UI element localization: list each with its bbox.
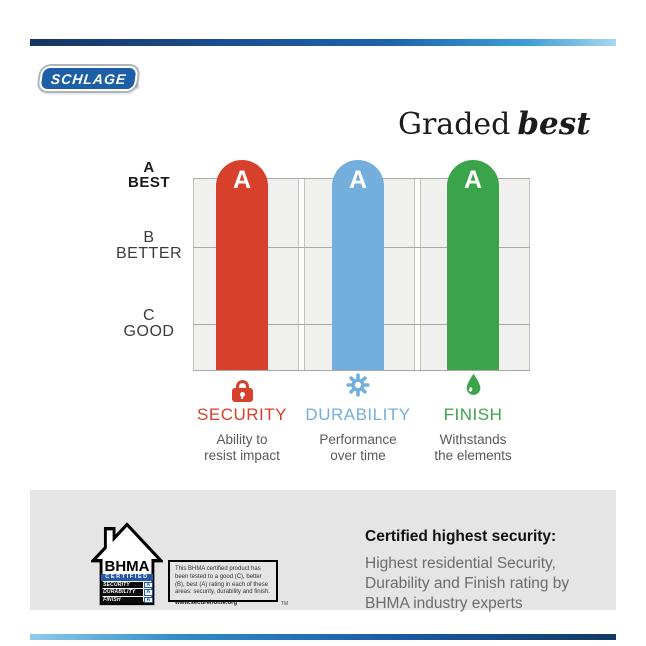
certified-body-line2: Durability and Finish rating by bbox=[365, 575, 570, 592]
category-desc-finish: Withstands the elements bbox=[398, 432, 548, 464]
desc-security-line2: resist impact bbox=[204, 448, 280, 463]
category-desc-security: Ability to resist impact bbox=[167, 432, 317, 464]
grade-c-letter: C bbox=[142, 307, 156, 324]
grade-b-word: BETTER bbox=[115, 245, 183, 262]
bar-durability: A bbox=[332, 160, 384, 370]
bhma-rating-grade: A bbox=[143, 581, 153, 589]
grade-a-letter: A bbox=[143, 159, 155, 176]
chart-title-regular: Graded bbox=[398, 107, 511, 142]
certified-body-line1: Highest residential Security, bbox=[365, 555, 556, 572]
schlage-logo-text: SCHLAGE bbox=[49, 70, 128, 87]
bhma-wordmark: BHMA bbox=[104, 557, 150, 575]
y-axis-grade-a: A BEST bbox=[103, 160, 195, 190]
bhma-url: www.securehome.org bbox=[175, 600, 238, 607]
grade-b-letter: B bbox=[143, 229, 155, 246]
grade-c-word: GOOD bbox=[123, 323, 175, 340]
bar-security-grade: A bbox=[232, 166, 252, 194]
bhma-rating-label: DURABILITY bbox=[101, 589, 143, 596]
gridline-baseline bbox=[193, 370, 530, 371]
bar-durability-grade: A bbox=[348, 166, 368, 194]
chart-title-emphasis: best bbox=[517, 106, 591, 142]
category-desc-durability: Performance over time bbox=[283, 432, 433, 464]
bhma-rating-row-security: SECURITY A bbox=[101, 581, 153, 589]
droplet-icon bbox=[463, 373, 484, 402]
gear-icon bbox=[346, 373, 370, 402]
desc-finish-line2: the elements bbox=[434, 448, 512, 463]
bhma-disclaimer-box: This BHMA certified product has been tes… bbox=[168, 560, 278, 606]
y-axis-grade-c: C GOOD bbox=[103, 308, 195, 340]
bhma-disclaimer-text: This BHMA certified product has been tes… bbox=[175, 566, 270, 596]
trademark-symbol: TM bbox=[281, 601, 289, 607]
bhma-rating-label: FINISH bbox=[101, 596, 143, 604]
category-label-durability: DURABILITY bbox=[305, 405, 411, 424]
bar-security: A bbox=[216, 160, 268, 370]
certified-body: Highest residential Security, Durability… bbox=[365, 554, 595, 614]
bhma-rating-row-finish: FINISH A bbox=[101, 596, 153, 604]
certified-text-block: Certified highest security: Highest resi… bbox=[365, 528, 595, 614]
y-axis-grade-b: B BETTER bbox=[103, 230, 195, 262]
registered-trademark-symbol: ® bbox=[135, 85, 140, 91]
bhma-certified-logo: BHMA CERTIFIED SECURITY A DURABILITY A F… bbox=[91, 522, 163, 606]
certified-body-line3: BHMA industry experts bbox=[365, 595, 523, 612]
bhma-rating-row-durability: DURABILITY A bbox=[101, 589, 153, 596]
certified-heading: Certified highest security: bbox=[365, 528, 557, 545]
column-footer-finish: FINISH Withstands the elements bbox=[398, 373, 548, 464]
top-gradient-rule bbox=[30, 39, 616, 46]
bottom-gradient-rule bbox=[30, 634, 616, 640]
lock-icon bbox=[231, 380, 253, 402]
bar-finish-grade: A bbox=[463, 166, 483, 194]
column-footer-durability: DURABILITY Performance over time bbox=[283, 373, 433, 464]
bhma-rating-grade: A bbox=[143, 596, 153, 604]
bhma-rating-grade: A bbox=[143, 589, 153, 596]
chart-title: Graded best bbox=[398, 106, 591, 142]
schlage-logo: SCHLAGE bbox=[38, 66, 139, 91]
bar-finish: A bbox=[447, 160, 499, 370]
bhma-certified-banner: CERTIFIED bbox=[101, 573, 153, 581]
grade-a-word: BEST bbox=[127, 174, 170, 191]
category-label-finish: FINISH bbox=[443, 405, 503, 424]
desc-durability-line2: over time bbox=[330, 448, 386, 463]
column-footer-security: SECURITY Ability to resist impact bbox=[167, 378, 317, 464]
desc-finish-line1: Withstands bbox=[439, 432, 507, 447]
bhma-rating-label: SECURITY bbox=[101, 581, 143, 589]
desc-security-line1: Ability to bbox=[216, 432, 268, 447]
desc-durability-line1: Performance bbox=[319, 432, 397, 447]
category-label-security: SECURITY bbox=[197, 405, 287, 424]
